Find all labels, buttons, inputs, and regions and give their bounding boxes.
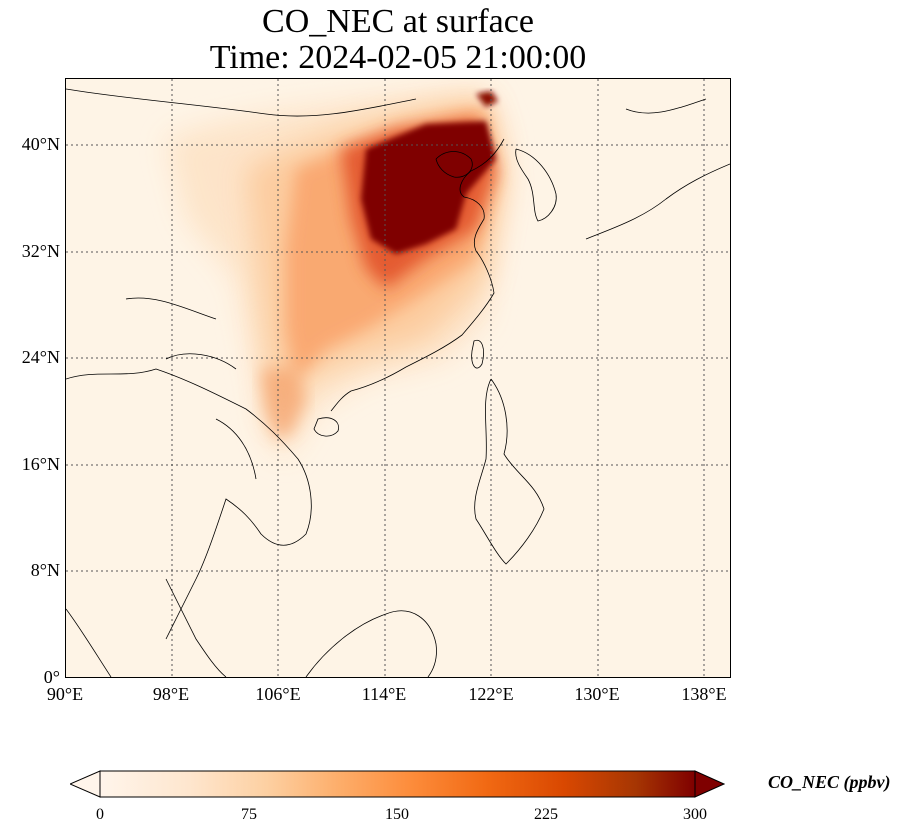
borneo <box>305 610 437 677</box>
title-line-2: Time: 2024-02-05 21:00:00 <box>209 39 587 76</box>
philippines <box>474 378 545 565</box>
china-coast <box>330 138 505 412</box>
map-panel[interactable] <box>65 78 731 678</box>
plume-max-north <box>476 91 498 107</box>
lon-tick-98: 98°E <box>152 684 190 704</box>
map-svg <box>66 79 730 677</box>
japan <box>585 98 730 240</box>
lon-tick-122: 122°E <box>468 684 514 704</box>
lat-tick-0: 0° <box>43 667 60 687</box>
concentration-field <box>166 89 506 459</box>
colorbar-extend-low <box>70 770 101 798</box>
indochina <box>66 368 312 640</box>
colorbar <box>70 770 725 798</box>
lat-tick-8: 8°N <box>30 560 60 580</box>
coastlines <box>66 88 730 677</box>
lat-tick-24: 24°N <box>21 347 60 367</box>
map-title: CO_NEC at surface Time: 2024-02-05 21:00… <box>65 4 731 76</box>
lon-tick-130: 130°E <box>574 684 620 704</box>
colorbar-tick-0: 0 <box>96 806 104 823</box>
taiwan <box>471 339 484 369</box>
inland-borders <box>125 297 257 480</box>
mongolia-border <box>66 88 417 117</box>
lat-tick-16: 16°N <box>21 454 60 474</box>
plume-south-branch <box>261 369 306 439</box>
lon-tick-106: 106°E <box>255 684 301 704</box>
lon-tick-114: 114°E <box>361 684 407 704</box>
colorbar-tick-225: 225 <box>534 806 558 823</box>
colorbar-gradient <box>99 770 696 798</box>
colorbar-tick-300: 300 <box>683 806 707 823</box>
colorbar-tick-75: 75 <box>241 806 257 823</box>
lon-tick-90: 90°E <box>46 684 84 704</box>
gridlines <box>66 79 730 677</box>
plume-max <box>361 121 496 254</box>
sumatra <box>66 608 112 677</box>
hainan <box>313 417 339 437</box>
lon-tick-138: 138°E <box>681 684 727 704</box>
lat-tick-40: 40°N <box>21 134 60 154</box>
malay-peninsula <box>165 578 227 677</box>
bohai-coast <box>435 151 473 178</box>
lat-tick-32: 32°N <box>21 241 60 261</box>
title-line-1: CO_NEC at surface <box>262 3 534 40</box>
colorbar-title: CO_NEC (ppbv) <box>768 772 891 792</box>
korea-peninsula <box>515 148 557 222</box>
colorbar-extend-high <box>694 770 725 798</box>
colorbar-tick-150: 150 <box>385 806 409 823</box>
